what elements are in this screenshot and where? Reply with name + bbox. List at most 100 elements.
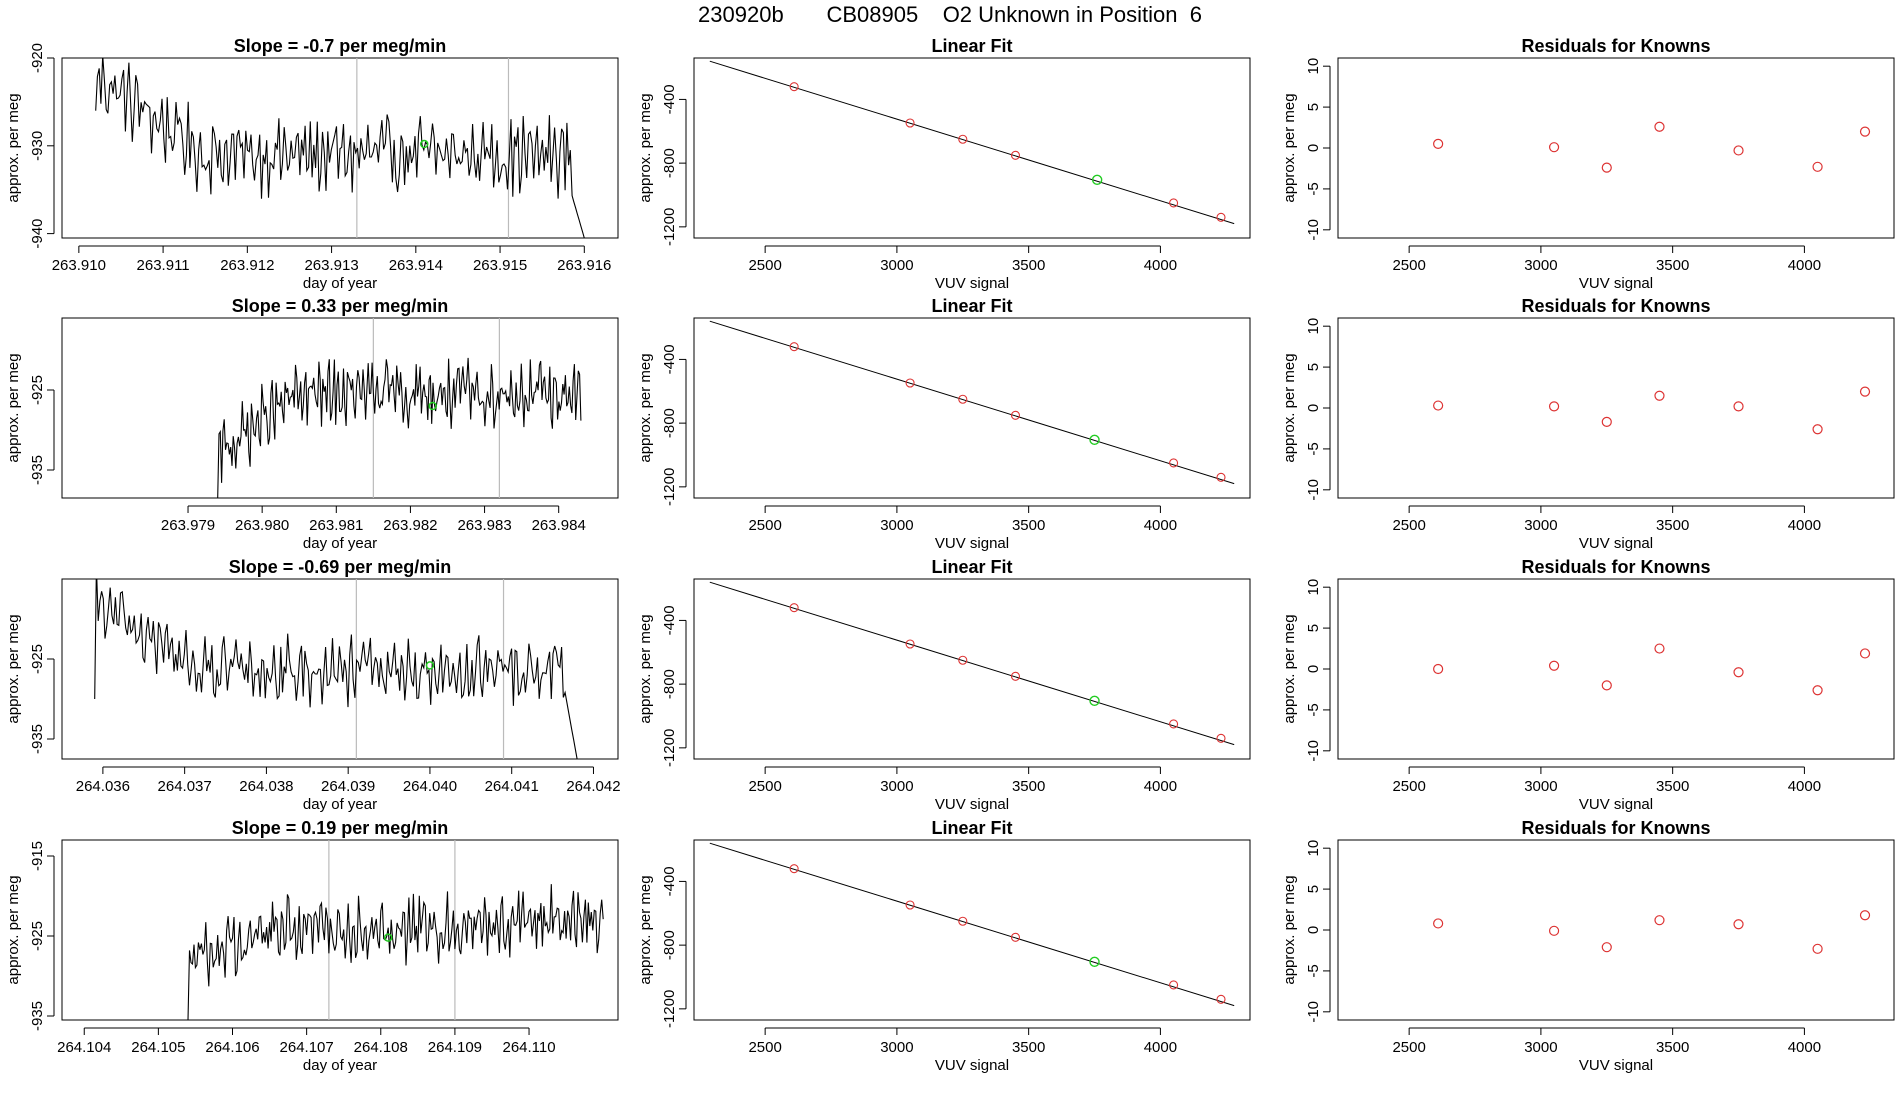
x-axis-label: VUV signal (935, 275, 1009, 292)
y-tick-label: -1200 (661, 729, 678, 767)
x-tick-label: 3000 (880, 778, 913, 795)
x-tick-label: 3500 (1012, 1039, 1045, 1056)
y-axis-label: approx. per meg (5, 93, 22, 202)
known-point (1216, 994, 1226, 1004)
residual-point (1548, 660, 1560, 671)
known-point (958, 394, 968, 404)
plot-frame (693, 578, 1251, 760)
x-tick-label: 264.039 (321, 778, 375, 795)
chart-title: Residuals for Knowns (1521, 557, 1710, 577)
residual-point (1812, 685, 1823, 696)
known-point (789, 342, 799, 352)
known-point (1216, 472, 1226, 482)
y-tick-label: -1200 (661, 990, 678, 1028)
x-tick-label: 263.980 (235, 517, 289, 534)
y-axis-label: approx. per meg (5, 353, 22, 462)
x-tick-label: 3500 (1012, 517, 1045, 534)
x-tick-label: 2500 (748, 517, 781, 534)
x-tick-label: 2500 (1392, 1039, 1425, 1056)
y-axis-label: approx. per meg (1281, 875, 1298, 984)
run-id: 230920b (698, 2, 784, 27)
y-tick-label: -935 (29, 1001, 46, 1031)
unknown-mean-marker (428, 401, 437, 411)
residual-point (1733, 919, 1744, 930)
y-axis-label: approx. per meg (637, 614, 654, 723)
plot-area (709, 320, 1235, 485)
residual-point (1859, 126, 1871, 137)
known-point (905, 639, 915, 649)
x-tick-label: 264.105 (131, 1039, 185, 1056)
plot-area (94, 579, 578, 759)
x-tick-label: 263.912 (220, 257, 274, 274)
plot-area (95, 58, 585, 238)
plot-area (709, 842, 1235, 1007)
y-tick-label: -930 (29, 131, 46, 161)
y-tick-label: 10 (1305, 318, 1322, 335)
plot-frame (1337, 578, 1895, 760)
plot-area (99, 840, 604, 1020)
chart-title: Linear Fit (931, 557, 1012, 577)
y-axis-label: approx. per meg (637, 353, 654, 462)
chart-title: Residuals for Knowns (1521, 36, 1710, 56)
unknown-point (1091, 174, 1103, 186)
x-tick-label: 263.983 (457, 517, 511, 534)
signal-trace (99, 884, 604, 1020)
sample-id: CB08905 (826, 2, 919, 27)
plot-frame (693, 317, 1251, 499)
y-tick-label: -400 (661, 605, 678, 635)
plot-frame (61, 57, 619, 239)
x-tick-label: 4000 (1788, 1039, 1821, 1056)
chart-title: Linear Fit (931, 296, 1012, 316)
x-axis-label: VUV signal (935, 535, 1009, 552)
x-axis-label: VUV signal (1579, 1057, 1653, 1074)
residual-point (1433, 400, 1444, 411)
x-tick-label: 264.104 (57, 1039, 111, 1056)
x-tick-label: 3500 (1656, 517, 1689, 534)
residual-point (1733, 401, 1744, 412)
y-tick-label: -1200 (661, 208, 678, 246)
y-axis-label: approx. per meg (5, 614, 22, 723)
x-axis-label: VUV signal (935, 1057, 1009, 1074)
x-axis-label: VUV signal (1579, 796, 1653, 813)
x-tick-label: 3500 (1656, 1039, 1689, 1056)
y-tick-label: -925 (29, 921, 46, 951)
plot-frame (1337, 317, 1895, 499)
x-axis-label: day of year (303, 535, 377, 552)
chart-title: Residuals for Knowns (1521, 296, 1710, 316)
y-tick-label: -800 (661, 669, 678, 699)
x-axis-label: day of year (303, 1057, 377, 1074)
y-axis-label: approx. per meg (637, 875, 654, 984)
x-tick-label: 264.107 (280, 1039, 334, 1056)
x-tick-label: 2500 (748, 1039, 781, 1056)
y-tick-label: -5 (1305, 703, 1322, 716)
x-axis-label: VUV signal (1579, 275, 1653, 292)
unknown-mean-marker (383, 933, 393, 942)
fit-line (709, 842, 1235, 1007)
x-tick-label: 3500 (1656, 257, 1689, 274)
y-tick-label: 0 (1305, 665, 1322, 673)
plot-area (113, 318, 582, 498)
y-tick-label: -925 (29, 375, 46, 405)
chart-title: Linear Fit (931, 36, 1012, 56)
x-tick-label: 263.916 (557, 257, 611, 274)
y-tick-label: 10 (1305, 840, 1322, 857)
y-tick-label: -800 (661, 408, 678, 438)
chart-panel-linear-fit-3: Linear Fit 2500 3000 3500 4000 VUV signal -120… (637, 557, 1251, 813)
signal-trace (94, 579, 578, 759)
x-tick-label: 263.913 (304, 257, 358, 274)
x-tick-label: 2500 (748, 778, 781, 795)
y-tick-label: 0 (1305, 926, 1322, 934)
x-axis-label: VUV signal (1579, 535, 1653, 552)
unknown-point (1089, 695, 1100, 707)
unknown-mean-marker (425, 661, 435, 670)
x-tick-label: 2500 (1392, 778, 1425, 795)
known-point (1169, 719, 1179, 729)
y-tick-label: -925 (29, 644, 46, 674)
chart-title: Slope = 0.33 per meg/min (232, 296, 449, 316)
residual-point (1548, 401, 1560, 412)
known-point (958, 134, 968, 144)
plot-frame (693, 839, 1251, 1021)
residual-point (1859, 910, 1871, 921)
chart-panel-residuals-3: Residuals for Knowns 2500 3000 3500 4000 VUV … (1281, 557, 1895, 813)
known-point (958, 655, 968, 665)
